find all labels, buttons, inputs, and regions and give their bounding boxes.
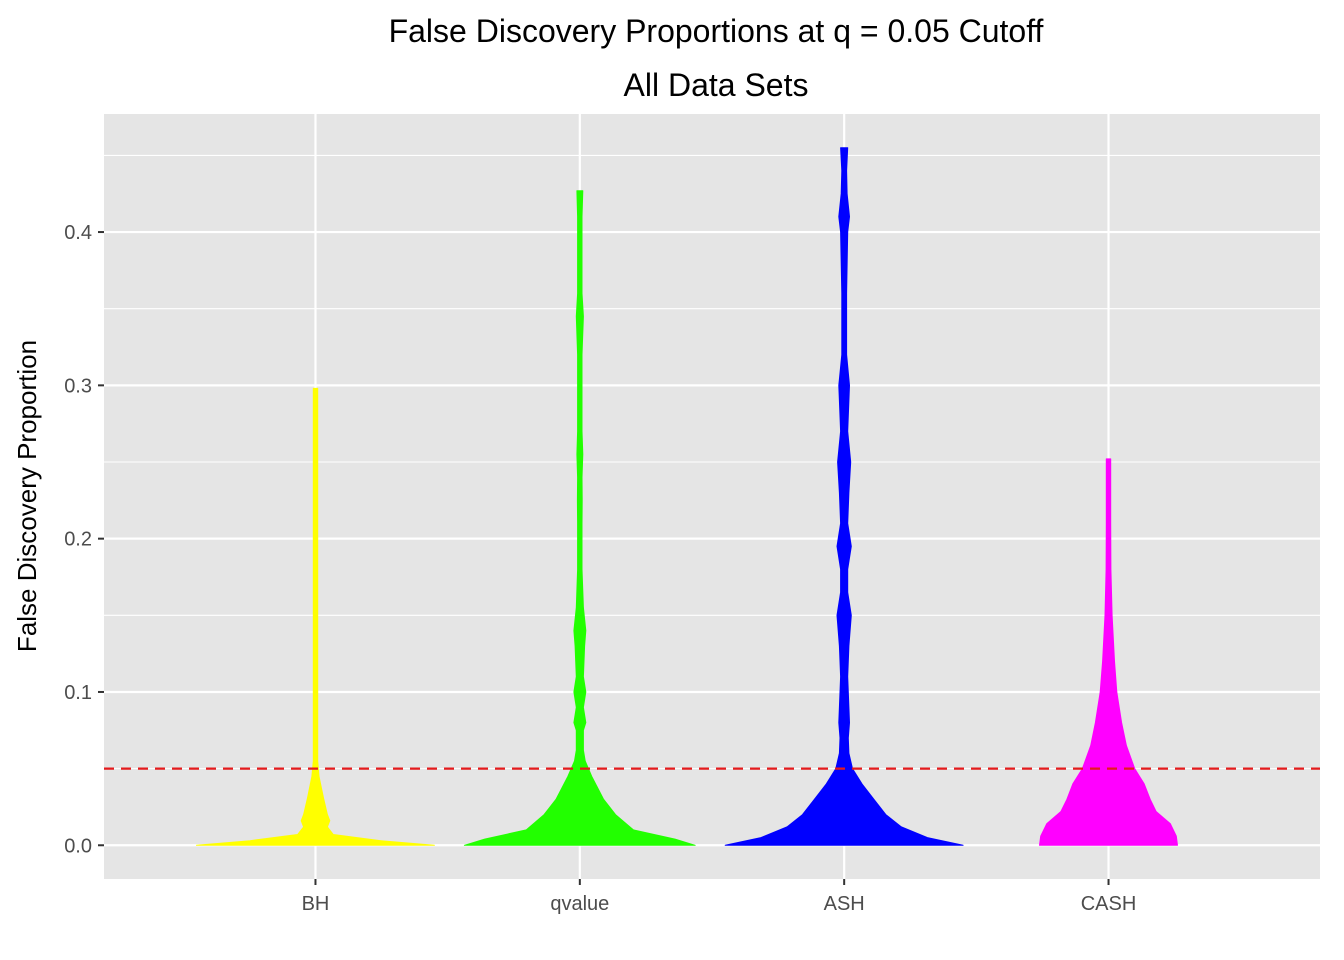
violin-ash xyxy=(724,147,964,846)
x-tick-label-cash: CASH xyxy=(1081,893,1137,915)
y-tick-label: 0.3 xyxy=(64,375,92,397)
y-tick-label: 0.0 xyxy=(64,835,92,857)
x-tick-label-ash: ASH xyxy=(824,893,865,915)
x-tick-label-bh: BH xyxy=(302,893,330,915)
x-axis: BH qvalue ASH CASH xyxy=(302,879,1137,915)
y-tick-label: 0.1 xyxy=(64,682,92,704)
violin-bh xyxy=(196,387,435,846)
y-tick-label: 0.4 xyxy=(64,222,92,244)
y-axis-title: False Discovery Proportion xyxy=(12,340,42,652)
violins xyxy=(196,147,1178,846)
y-tick-label: 0.2 xyxy=(64,529,92,551)
y-axis: 0.0 0.1 0.2 0.3 0.4 xyxy=(64,222,104,857)
violin-qvalue xyxy=(463,190,696,846)
violin-cash xyxy=(1039,458,1178,846)
chart-title: False Discovery Proportions at q = 0.05 … xyxy=(389,13,1044,49)
x-tick-label-qvalue: qvalue xyxy=(550,893,609,915)
plot-panel xyxy=(104,114,1320,879)
chart-subtitle: All Data Sets xyxy=(624,67,809,103)
